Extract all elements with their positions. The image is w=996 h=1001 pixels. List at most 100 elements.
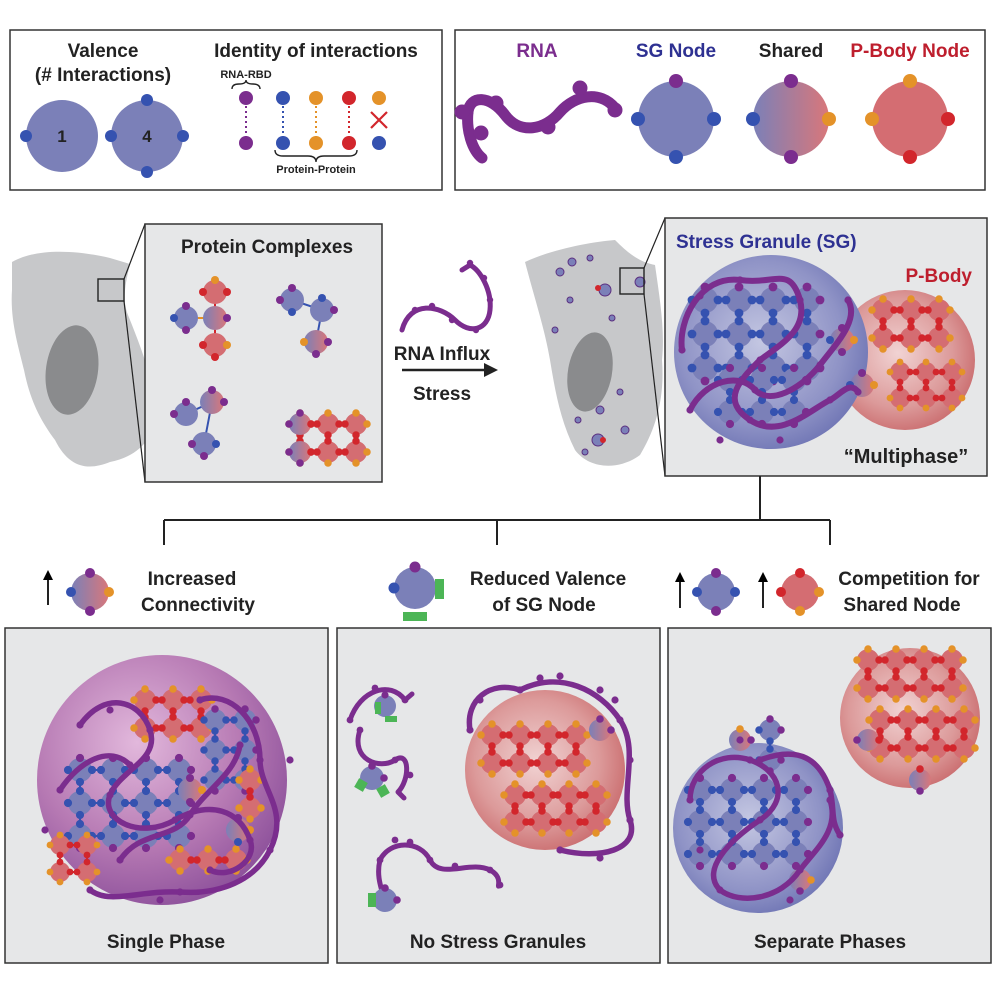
site-dot [239, 136, 253, 150]
binding-site [896, 306, 904, 314]
p-body-title: P-Body [906, 266, 973, 287]
binding-site [75, 819, 85, 829]
rna-binding-site [246, 836, 254, 844]
binding-site [881, 684, 889, 692]
rna-strand [462, 91, 621, 134]
binding-site [177, 130, 189, 142]
binding-site [730, 587, 740, 597]
binding-site [341, 448, 349, 456]
binding-site [920, 695, 928, 703]
rna-binding-site [56, 786, 64, 794]
condition-3-line1: Competition for [838, 569, 980, 590]
binding-site [727, 829, 737, 839]
binding-site [581, 818, 589, 826]
binding-site [554, 791, 562, 799]
pb-node [869, 709, 891, 731]
binding-site [876, 705, 884, 713]
binding-site [561, 759, 569, 767]
pb-node [941, 677, 963, 699]
binding-site [768, 316, 778, 326]
binding-site [335, 448, 343, 456]
binding-site [948, 673, 956, 681]
pb-node [781, 573, 819, 611]
binding-site [583, 731, 591, 739]
binding-site [73, 841, 81, 849]
binding-site [779, 785, 789, 795]
rna-binding-site [736, 736, 744, 744]
rna-rbd-label: RNA-RBD [220, 69, 271, 81]
binding-site [85, 568, 95, 578]
binding-site [864, 667, 872, 675]
rna-binding-site [391, 836, 399, 844]
binding-site [734, 342, 744, 352]
pb-node [481, 724, 503, 746]
binding-site [66, 868, 74, 876]
stress-label: Stress [413, 384, 471, 405]
granule [620, 425, 630, 435]
rna-binding-site [391, 756, 399, 764]
valence-four-node [105, 94, 189, 178]
site-dot [309, 91, 323, 105]
binding-site [335, 420, 343, 428]
rna-binding-site [196, 696, 204, 704]
binding-site [727, 797, 737, 807]
binding-site [739, 849, 749, 859]
pb-node [857, 677, 879, 699]
binding-site [779, 817, 789, 827]
binding-site [769, 407, 779, 417]
binding-site [892, 673, 900, 681]
binding-site [695, 861, 705, 871]
binding-site [918, 334, 926, 342]
binding-site [186, 724, 194, 732]
condition-2-line2: of SG Node [492, 595, 595, 616]
binding-site [211, 735, 219, 743]
binding-site [631, 112, 645, 126]
binding-site [755, 295, 765, 305]
binding-site [918, 306, 926, 314]
binding-site [921, 744, 929, 752]
binding-site [87, 798, 97, 808]
sh-node [857, 729, 879, 751]
binding-site [141, 777, 151, 787]
binding-site [165, 856, 173, 864]
binding-site [864, 645, 872, 653]
binding-site [533, 731, 541, 739]
binding-site [892, 667, 900, 675]
binding-site [875, 684, 883, 692]
multiphase-label: “Multiphase” [844, 446, 968, 468]
binding-site [853, 736, 861, 744]
rna-binding-site [186, 811, 194, 819]
binding-site [896, 384, 904, 392]
binding-site [868, 334, 876, 342]
binding-site [887, 744, 895, 752]
binding-site [257, 804, 265, 812]
binding-site [505, 731, 513, 739]
binding-site [687, 329, 697, 339]
binding-site [246, 815, 254, 823]
valence-blocker [385, 716, 397, 722]
sh-node [200, 390, 224, 414]
binding-site [853, 656, 861, 664]
binding-site [727, 861, 737, 871]
binding-site [596, 715, 604, 723]
binding-site [776, 587, 786, 597]
binding-site [104, 587, 114, 597]
binding-site [393, 896, 401, 904]
binding-site [330, 306, 338, 314]
granule [567, 257, 577, 267]
binding-site [864, 673, 872, 681]
binding-site [141, 843, 151, 853]
sg-node [688, 842, 712, 866]
binding-site [223, 314, 231, 322]
binding-site [734, 316, 744, 326]
binding-site [946, 306, 954, 314]
binding-site [802, 282, 812, 292]
binding-site [527, 818, 535, 826]
binding-site [784, 74, 798, 88]
binding-site [500, 791, 508, 799]
binding-site [711, 568, 721, 578]
binding-site [771, 849, 781, 859]
valence-one-node [20, 100, 98, 172]
binding-site [527, 759, 535, 767]
binding-site [922, 404, 930, 412]
